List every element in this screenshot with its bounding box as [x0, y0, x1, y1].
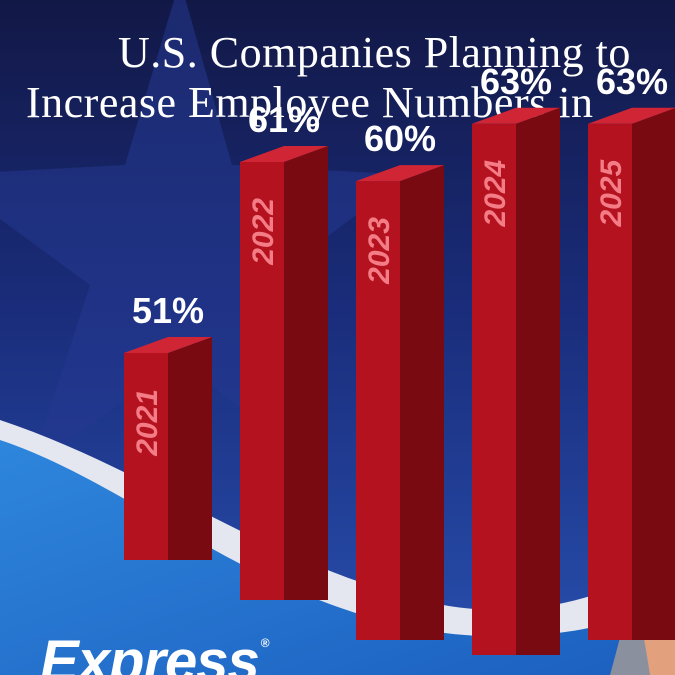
- bar-year-label-2021: 2021: [131, 389, 164, 457]
- bar-value-label-2024: 63%: [480, 61, 552, 102]
- bar-front-2021: [124, 353, 168, 560]
- logo-text: Express: [40, 629, 260, 675]
- bar-side-2024: [516, 107, 560, 656]
- bar-front-2023: [356, 181, 400, 640]
- bar-top-2023: [356, 165, 444, 182]
- bar-year-label-2023: 2023: [363, 217, 396, 285]
- express-logo: Express ®: [40, 628, 270, 675]
- chart-title-line-1: U.S. Companies Planning to: [118, 28, 631, 77]
- bar-side-2025: [632, 108, 675, 640]
- bar-side-2021: [168, 337, 212, 560]
- bar-year-label-2025: 2025: [595, 158, 628, 227]
- registered-mark: ®: [260, 636, 270, 650]
- bar-value-label-2022: 61%: [248, 99, 320, 140]
- bar-value-label-2021: 51%: [132, 290, 204, 331]
- bar-value-label-2025: 63%: [596, 61, 668, 102]
- bar-front-2022: [240, 162, 284, 600]
- bar-top-2024: [472, 107, 560, 124]
- blue-swoosh: [0, 440, 675, 675]
- bar-year-label-2024: 2024: [479, 159, 512, 227]
- bar-top-2021: [124, 337, 212, 353]
- star-shape: [0, 0, 410, 470]
- bar-front-2024: [472, 123, 516, 656]
- bar-side-2022: [284, 146, 328, 600]
- bar-side-2023: [400, 165, 444, 640]
- bar-value-label-2023: 60%: [364, 118, 436, 159]
- bar-front-2025: [588, 123, 632, 641]
- bar-year-label-2022: 2022: [247, 198, 280, 266]
- bar-top-2022: [240, 146, 328, 162]
- bar-top-2025: [588, 107, 675, 124]
